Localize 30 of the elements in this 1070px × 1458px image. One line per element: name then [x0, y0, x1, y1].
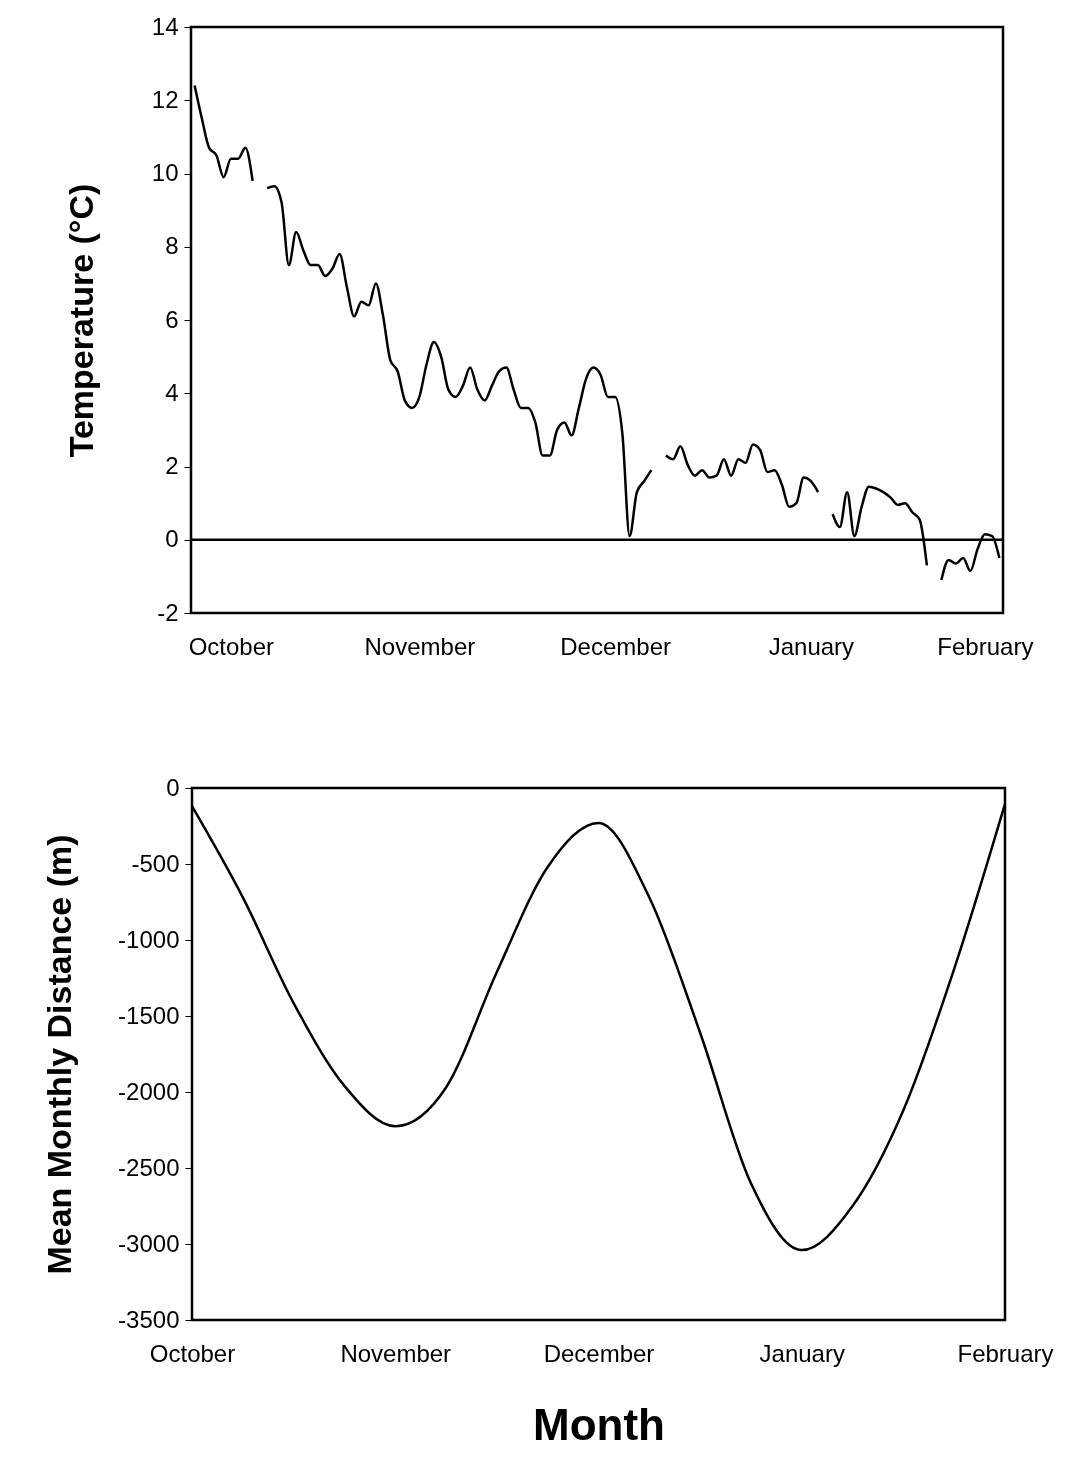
x-tick-label: December [543, 1339, 655, 1367]
y-tick-label: -1500 [118, 1001, 180, 1029]
y-axis-title: Temperature (°C) [61, 183, 100, 458]
x-tick-label: February [937, 632, 1034, 660]
y-tick-label: -3500 [118, 1305, 180, 1333]
y-tick-label: 14 [151, 12, 179, 40]
x-tick-label: February [957, 1339, 1054, 1367]
x-tick-label: December [560, 632, 671, 660]
y-tick-label: -1000 [118, 925, 180, 953]
x-tick-label: October [149, 1339, 236, 1367]
y-tick-label: 4 [165, 378, 179, 406]
x-tick-label: January [759, 1339, 845, 1367]
y-tick-label: -500 [131, 849, 180, 877]
y-tick-label: 6 [165, 305, 179, 333]
y-tick-label: 8 [165, 232, 179, 260]
x-tick-label: November [364, 632, 476, 660]
x-tick-label: November [340, 1339, 452, 1367]
x-axis-title: Month [533, 1399, 665, 1449]
y-tick-label: -3000 [118, 1229, 180, 1257]
y-tick-label: 12 [151, 85, 179, 113]
y-tick-label: 2 [165, 452, 179, 479]
y-tick-label: 10 [151, 159, 179, 186]
x-tick-label: January [768, 632, 855, 660]
y-tick-label: 0 [165, 525, 179, 553]
y-tick-label: 0 [166, 773, 180, 801]
y-tick-label: -2 [157, 598, 179, 626]
y-axis-title: Mean Monthly Distance (m) [40, 834, 79, 1275]
y-tick-label: -2500 [118, 1153, 180, 1181]
x-tick-label: October [188, 632, 275, 660]
y-tick-label: -2000 [118, 1077, 180, 1105]
